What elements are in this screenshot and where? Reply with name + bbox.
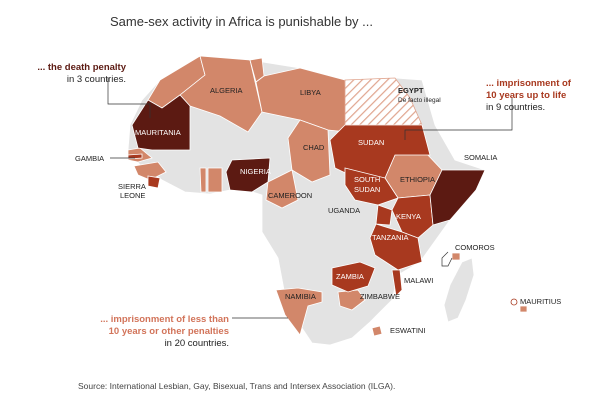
label-sierra-leone-2: LEONE: [120, 191, 145, 200]
label-comoros: COMOROS: [455, 243, 495, 252]
death-penalty-countries: [131, 94, 486, 226]
label-algeria: ALGERIA: [210, 86, 243, 95]
tanzania: [369, 223, 423, 271]
label-namibia: NAMIBIA: [285, 292, 316, 301]
label-nigeria: NIGERIA: [240, 167, 271, 176]
label-cameroon: CAMEROON: [268, 191, 312, 200]
label-somalia: SOMALIA: [464, 153, 497, 162]
cameroon: [265, 169, 299, 209]
legend-short-highlight-2: 10 years or other penalties: [108, 326, 229, 337]
togo: [199, 167, 207, 193]
sierra-leone: [147, 175, 161, 189]
map-title: Same-sex activity in Africa is punishabl…: [110, 14, 374, 29]
legend-long-count: in 9 countries.: [486, 102, 546, 113]
label-egypt: EGYPT: [398, 86, 424, 95]
guinea: [133, 161, 167, 181]
label-sierra-leone-1: SIERRA: [118, 182, 146, 191]
short-penalty-countries: [127, 55, 528, 337]
uganda: [375, 204, 393, 226]
label-mauritius: MAURITIUS: [520, 297, 561, 306]
label-eswatini: ESWATINI: [390, 326, 425, 335]
legend-long-imprisonment: ... imprisonment of 10 years up to life …: [486, 78, 571, 114]
label-uganda: UGANDA: [328, 206, 360, 215]
legend-death-penalty: ... the death penalty in 3 countries.: [37, 62, 126, 86]
label-sudan: SUDAN: [358, 138, 384, 147]
label-zambia: ZAMBIA: [336, 272, 364, 281]
label-zimbabwe: ZIMBABWE: [360, 292, 400, 301]
leader-comoros: [441, 251, 453, 267]
ghana: [207, 167, 223, 193]
legend-long-highlight-2: 10 years up to life: [486, 90, 567, 101]
egypt: [344, 77, 423, 126]
label-tanzania: TANZANIA: [372, 233, 409, 242]
label-chad: CHAD: [303, 143, 325, 152]
label-gambia: GAMBIA: [75, 154, 104, 163]
legend-short-highlight-1: ... imprisonment of less than: [100, 314, 229, 325]
comoros: [451, 252, 461, 261]
leader-long: [404, 98, 513, 140]
legend-short-count: in 20 countries.: [164, 338, 229, 349]
madagascar: [443, 257, 475, 323]
label-ethiopia: ETHIOPIA: [400, 175, 435, 184]
mauritania: [131, 94, 191, 151]
label-south-sudan-1: SOUTH: [354, 175, 380, 184]
mauritius-marker-icon: [510, 298, 518, 306]
legend-short-imprisonment: ... imprisonment of less than 10 years o…: [100, 314, 229, 350]
legend-death-highlight: ... the death penalty: [37, 62, 126, 73]
eswatini: [371, 325, 383, 337]
label-malawi: MALAWI: [404, 276, 433, 285]
label-egypt-note: De facto illegal: [398, 97, 441, 104]
algeria: [179, 55, 263, 133]
chad: [287, 119, 331, 183]
label-libya: LIBYA: [300, 88, 321, 97]
somalia: [429, 169, 486, 226]
label-kenya: KENYA: [396, 212, 421, 221]
label-south-sudan-2: SUDAN: [354, 185, 380, 194]
mauritius: [519, 305, 528, 313]
leader-death: [107, 78, 151, 118]
label-mauritania: MAURITANIA: [135, 128, 181, 137]
nigeria: [225, 157, 271, 193]
zambia: [331, 261, 376, 293]
malawi: [391, 269, 403, 297]
legend-death-count: in 3 countries.: [66, 74, 126, 85]
source-note: Source: International Lesbian, Gay, Bise…: [78, 381, 396, 391]
legend-long-highlight-1: ... imprisonment of: [486, 78, 571, 89]
